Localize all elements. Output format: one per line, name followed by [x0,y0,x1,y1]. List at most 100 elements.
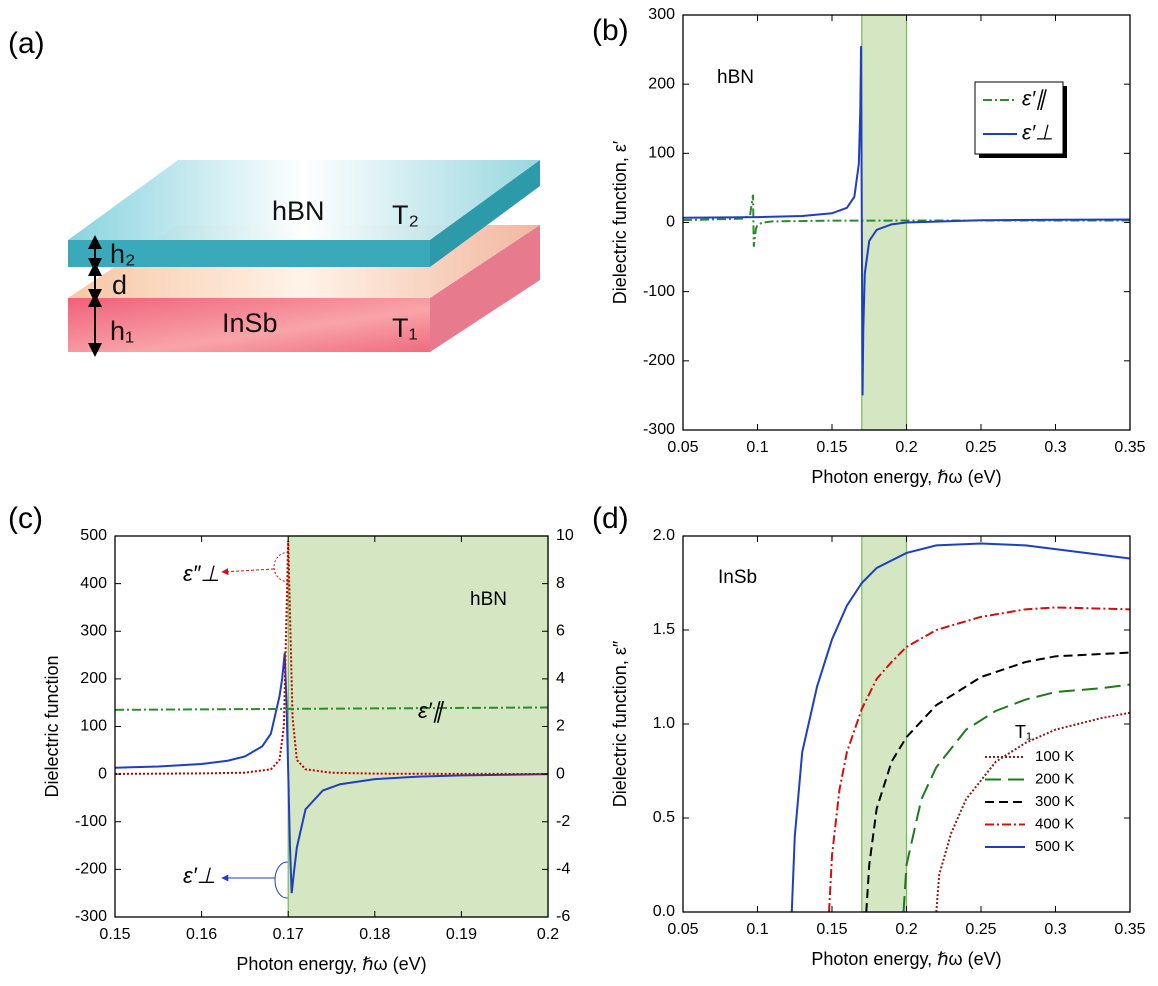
y2-tick-label: 4 [556,670,565,687]
data-line [115,540,548,775]
x-axis-title: Photon energy, ℏω (eV) [236,954,426,974]
y-tick-label: -200 [643,352,675,369]
y-axis-title: Dielectric function [42,655,62,797]
x-tick-label: 0.3 [1044,921,1066,938]
x-tick-label: 0.15 [816,439,847,456]
y2-tick-label: -2 [556,813,570,830]
x-tick-label: 0.17 [273,926,304,943]
y-tick-label: 0 [98,765,107,782]
legend-label: 100 K [1035,748,1074,765]
y-tick-label: 200 [648,75,675,92]
legend-label: 400 K [1035,815,1074,832]
thickness-label: h₁ [110,316,134,346]
y-tick-label: 0.5 [653,809,675,826]
x-tick-label: 0.05 [667,921,698,938]
panel-label: (b) [592,14,629,47]
data-line [828,606,1130,912]
x-tick-label: 0.35 [1114,921,1145,938]
y-tick-label: -300 [643,421,675,438]
y-tick-label: -100 [75,813,107,830]
y-tick-label: 300 [80,622,107,639]
insb-side [430,225,540,352]
y-tick-label: 300 [648,6,675,23]
legend-title: T₁ [1015,722,1032,742]
y-axis-title: Dielectric function, ε′ [610,140,630,304]
x-tick-label: 0.19 [446,926,477,943]
hbn-top [68,160,540,240]
hbn-side [430,160,540,267]
y-tick-label: 1.0 [653,715,675,732]
data-line [790,542,1130,912]
y-tick-label: -200 [75,861,107,878]
data-line [115,652,548,894]
legend-label: ε′⊥ [1022,122,1053,145]
shaded-band [861,535,908,913]
x-tick-label: 0.16 [186,926,217,943]
legend-label: 300 K [1035,793,1074,810]
x-tick-label: 0.05 [667,439,698,456]
x-tick-label: 0.2 [895,439,917,456]
x-tick-label: 0.35 [1114,439,1145,456]
y-tick-label: 1.5 [653,621,675,638]
annotation: InSb [718,567,757,588]
y-tick-label: 100 [80,718,107,735]
data-line [935,711,1130,912]
callout-arrow [221,568,275,576]
x-tick-label: 0.2 [895,921,917,938]
y2-tick-label: 2 [556,718,565,735]
thickness-label: h₂ [110,239,136,269]
layer-label: hBN [272,196,325,226]
layer-label: InSb [222,308,278,338]
data-line [683,46,1130,396]
y-tick-label: 200 [80,670,107,687]
y2-tick-label: -6 [556,908,570,925]
y-tick-label: -300 [75,908,107,925]
annotation: hBN [717,67,754,88]
x-axis-title: Photon energy, ℏω (eV) [811,467,1001,487]
shaded-band [287,535,549,918]
insb-front [68,298,430,352]
annotation: hBN [470,589,507,610]
legend-box [974,81,1064,155]
legend-label: ε′∥ [1022,88,1047,111]
x-tick-label: 0.18 [359,926,390,943]
panel-label: (c) [8,502,43,535]
y-axis-title: Dielectric function, ε″ [610,640,630,807]
legend-label: 500 K [1035,838,1074,855]
y2-tick-label: 8 [556,575,565,592]
data-line [865,651,1130,912]
x-tick-label: 0.2 [537,926,559,943]
x-tick-label: 0.25 [965,921,996,938]
y-tick-label: 100 [648,145,675,162]
temperature-label: T₁ [392,313,418,343]
y-tick-label: 400 [80,575,107,592]
x-tick-label: 0.3 [1044,439,1066,456]
y2-tick-label: 10 [556,527,574,544]
y2-tick-label: -4 [556,861,570,878]
y2-tick-label: 6 [556,622,565,639]
annotation: ε″⊥ [183,561,220,586]
data-line [902,683,1130,912]
hbn-front [68,240,430,267]
x-tick-label: 0.15 [816,921,847,938]
data-line [115,706,548,711]
x-axis-title: Photon energy, ℏω (eV) [811,949,1001,969]
y-tick-label: 0 [666,214,675,231]
x-tick-label: 0.1 [746,921,768,938]
slab-diagram: (a) hBN T₂ InSb T₁ h₂ d h₁ [8,27,540,357]
annotation: ε′⊥ [183,863,216,888]
y-tick-label: -100 [643,283,675,300]
legend-label: 200 K [1035,770,1074,787]
y-tick-label: 2.0 [653,527,675,544]
y2-tick-label: 0 [556,765,565,782]
gap-label: d [112,270,127,300]
temperature-label: T₂ [392,200,419,230]
x-tick-label: 0.1 [746,439,768,456]
panel-label: (d) [592,502,629,535]
y-tick-label: 500 [80,527,107,544]
y-tick-label: 0.0 [653,903,675,920]
x-tick-label: 0.25 [965,439,996,456]
x-tick-label: 0.15 [99,926,130,943]
annotation: ε′∥ [418,698,445,723]
